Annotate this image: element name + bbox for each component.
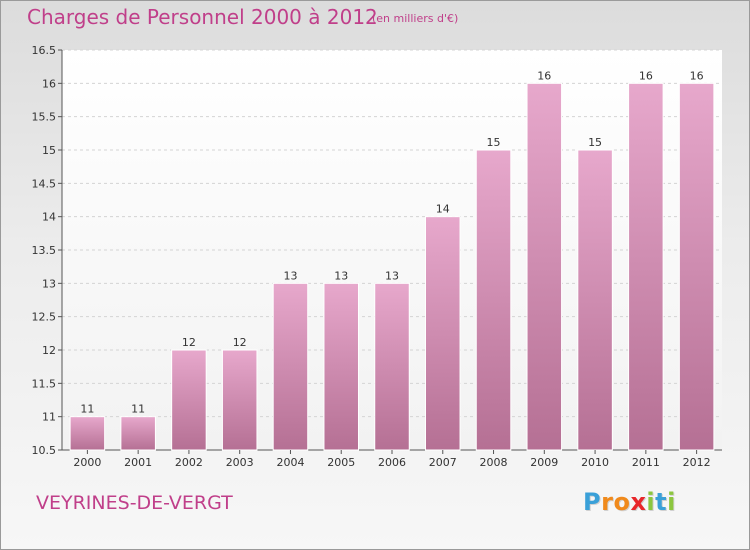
commune-name: VEYRINES-DE-VERGT: [36, 492, 233, 514]
y-tick-label: 16: [42, 77, 56, 90]
y-tick-label: 16.5: [32, 44, 57, 57]
bar: [120, 416, 156, 451]
y-tick-label: 15: [42, 144, 56, 157]
x-tick-label: 2011: [632, 456, 660, 469]
chart-title: Charges de Personnel 2000 à 2012: [27, 5, 378, 29]
x-tick-label: 2008: [480, 456, 508, 469]
data-label: 12: [182, 336, 196, 349]
y-tick-label: 12: [42, 344, 56, 357]
data-label: 16: [690, 69, 704, 82]
x-tick-label: 2007: [429, 456, 457, 469]
bar: [69, 416, 106, 451]
logo-letter: t: [655, 488, 668, 516]
y-tick-label: 12.5: [32, 311, 57, 324]
data-label: 16: [537, 69, 551, 82]
data-label: 11: [131, 403, 145, 416]
y-tick-label: 10.5: [32, 444, 57, 457]
logo-letter: x: [630, 488, 647, 516]
data-label: 15: [588, 136, 602, 149]
x-tick-label: 2003: [226, 456, 254, 469]
data-label: 15: [487, 136, 501, 149]
logo-letter: i: [667, 488, 676, 516]
y-tick-label: 14: [42, 211, 56, 224]
bar: [323, 282, 359, 451]
bar: [475, 149, 512, 451]
data-label: 14: [436, 203, 450, 216]
data-label: 13: [385, 269, 399, 282]
data-label: 13: [283, 269, 297, 282]
bar: [374, 282, 410, 451]
bar: [272, 282, 309, 451]
logo-letter: i: [646, 488, 656, 516]
y-tick-label: 11: [42, 411, 56, 424]
bar: [171, 349, 207, 451]
bar: [628, 82, 664, 451]
proxiti-logo: Proxiti: [583, 488, 676, 516]
x-tick-label: 2002: [175, 456, 203, 469]
logo-letter: P: [583, 488, 602, 516]
y-tick-label: 13: [42, 277, 56, 290]
x-tick-label: 2006: [378, 456, 406, 469]
bar: [221, 349, 258, 451]
bar: [526, 82, 563, 451]
x-tick-label: 2001: [124, 456, 152, 469]
data-label: 12: [233, 336, 247, 349]
x-tick-label: 2009: [530, 456, 558, 469]
y-tick-label: 15.5: [32, 111, 57, 124]
x-tick-label: 2005: [327, 456, 355, 469]
y-tick-label: 14.5: [32, 177, 57, 190]
data-label: 16: [639, 69, 653, 82]
y-tick-label: 13.5: [32, 244, 57, 257]
bar: [425, 216, 461, 451]
chart-subtitle: (en milliers d'€): [372, 12, 459, 25]
x-tick-label: 2000: [73, 456, 101, 469]
data-label: 11: [80, 403, 94, 416]
x-tick-label: 2004: [276, 456, 304, 469]
x-tick-label: 2010: [581, 456, 609, 469]
x-tick-label: 2012: [683, 456, 711, 469]
logo-letter: o: [613, 488, 631, 516]
bar: [577, 149, 613, 451]
logo-letter: r: [601, 488, 614, 516]
bar: [678, 82, 715, 451]
data-label: 13: [334, 269, 348, 282]
y-tick-label: 11.5: [32, 377, 57, 390]
